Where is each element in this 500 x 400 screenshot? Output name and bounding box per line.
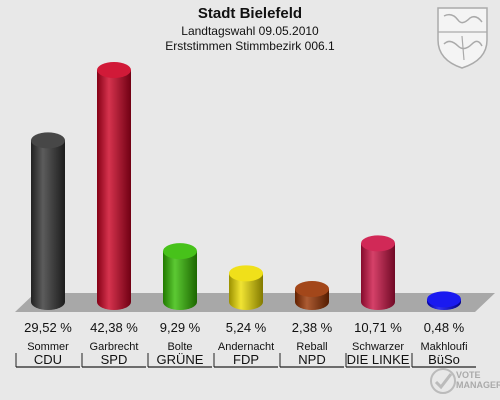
- candidate-label: Reball: [296, 341, 327, 353]
- value-label: 42,38 %: [90, 320, 138, 335]
- bar-top: [31, 132, 65, 149]
- bar-büso: [427, 291, 461, 310]
- candidate-label: Sommer: [27, 341, 69, 353]
- bar-cdu: [31, 132, 65, 310]
- value-label: 9,29 %: [160, 320, 201, 335]
- candidate-label: Andernacht: [218, 341, 274, 353]
- chart-title: Stadt Bielefeld: [197, 5, 303, 22]
- bar-top: [295, 280, 329, 297]
- chart-subtitle-2: Erststimmen Stimmbezirk 006.1: [165, 39, 335, 53]
- watermark-line-2: MANAGER: [456, 380, 500, 390]
- bar-fdp: [229, 265, 263, 310]
- candidate-label: Schwarzer: [352, 341, 404, 353]
- value-label: 2,38 %: [292, 320, 333, 335]
- bar-body: [361, 243, 395, 310]
- candidate-label: Garbrecht: [90, 341, 139, 353]
- bar-npd: [295, 280, 329, 310]
- candidate-label: Makhloufi: [420, 341, 467, 353]
- party-label: NPD: [298, 352, 325, 367]
- value-label: 0,48 %: [424, 320, 465, 335]
- bar-top: [427, 291, 461, 308]
- bar-top: [361, 235, 395, 252]
- bar-body: [97, 70, 131, 310]
- party-label: GRÜNE: [157, 352, 204, 367]
- party-label: FDP: [233, 352, 259, 367]
- nrw-coat-of-arms-icon: [437, 7, 488, 69]
- bar-spd: [97, 62, 131, 310]
- bar-grüne: [163, 243, 197, 310]
- bars-layer: [31, 62, 461, 310]
- candidate-label: Bolte: [167, 341, 192, 353]
- party-label: BüSo: [428, 352, 460, 367]
- vote-manager-logo-icon: [430, 368, 456, 394]
- bar-body: [31, 140, 65, 310]
- party-label: DIE LINKE: [347, 352, 410, 367]
- watermark-line-1: VOTE: [456, 370, 481, 380]
- vote-manager-logo-text: VOTE MANAGER: [456, 370, 500, 390]
- party-label: CDU: [34, 352, 62, 367]
- bar-top: [229, 265, 263, 282]
- value-label: 10,71 %: [354, 320, 402, 335]
- value-label: 29,52 %: [24, 320, 72, 335]
- party-label: SPD: [101, 352, 128, 367]
- bar-die-linke: [361, 235, 395, 310]
- bar-top: [97, 62, 131, 78]
- bar-body: [163, 251, 197, 310]
- value-label: 5,24 %: [226, 320, 267, 335]
- bar-top: [163, 243, 197, 260]
- bar-body: [229, 273, 263, 310]
- chart-subtitle: Landtagswahl 09.05.2010: [181, 24, 319, 38]
